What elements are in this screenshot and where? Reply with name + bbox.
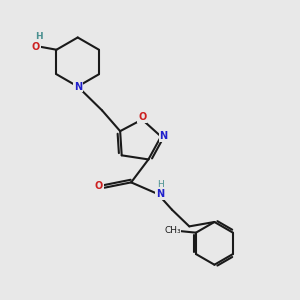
Text: N: N bbox=[160, 131, 168, 141]
Text: N: N bbox=[74, 82, 82, 92]
Text: O: O bbox=[138, 112, 146, 122]
Text: O: O bbox=[95, 182, 103, 191]
Text: CH₃: CH₃ bbox=[164, 226, 181, 235]
Text: N: N bbox=[156, 189, 164, 199]
Text: H: H bbox=[157, 180, 164, 189]
Text: H: H bbox=[35, 32, 42, 41]
Text: O: O bbox=[32, 42, 40, 52]
